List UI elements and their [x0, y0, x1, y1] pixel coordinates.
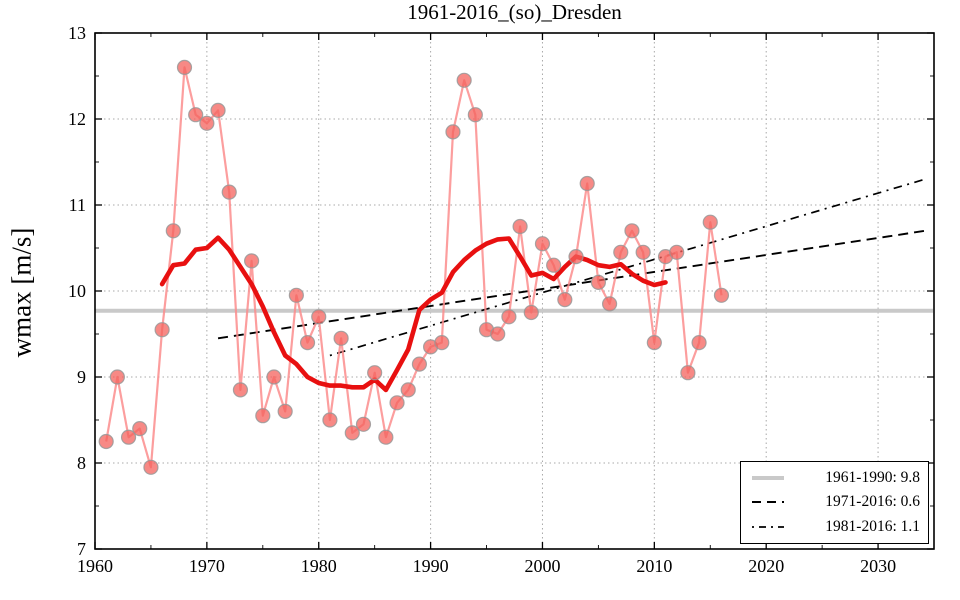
data-point-marker — [635, 244, 651, 260]
data-point-marker — [613, 244, 629, 260]
data-point-marker — [590, 274, 607, 290]
data-point-marker — [322, 412, 338, 428]
data-point-marker — [501, 309, 517, 325]
data-point-marker — [277, 403, 293, 419]
data-point-marker — [188, 107, 204, 123]
legend-label-reference-mean: 1961-1990: 9.8 — [825, 469, 920, 487]
data-point-marker — [109, 369, 125, 385]
legend-box: 1961-1990: 9.8 1971-2016: 0.6 1981-2016:… — [740, 461, 929, 544]
x-tick-label: 2020 — [748, 556, 784, 576]
data-point-marker — [143, 459, 159, 475]
data-point-marker — [601, 296, 618, 312]
data-point-marker — [333, 330, 349, 346]
data-point-marker — [467, 107, 483, 123]
y-tick-label: 9 — [77, 367, 86, 387]
data-point-marker — [456, 72, 472, 88]
data-point-marker — [120, 429, 137, 445]
data-point-marker — [221, 184, 237, 200]
data-point-marker — [355, 416, 372, 432]
data-point-marker — [176, 59, 193, 76]
data-point-marker — [691, 335, 707, 351]
data-point-marker — [624, 223, 640, 239]
data-point-marker — [378, 429, 394, 445]
data-point-marker — [288, 287, 304, 303]
y-tick-label: 12 — [68, 109, 86, 129]
data-point-marker — [232, 382, 249, 398]
legend-sample-dashdot-line — [752, 525, 784, 528]
data-point-marker — [669, 244, 685, 260]
data-point-marker — [154, 322, 170, 338]
data-point-marker — [646, 335, 662, 351]
data-point-marker — [244, 253, 260, 269]
data-point-marker — [266, 369, 282, 385]
data-point-marker — [311, 309, 327, 325]
legend-sample-solid-gray-line — [752, 476, 784, 481]
x-tick-label: 1980 — [301, 556, 337, 576]
data-point-marker — [344, 425, 360, 441]
data-point-marker — [299, 335, 316, 351]
data-point-marker — [546, 257, 562, 273]
legend-item-reference-mean: 1961-1990: 9.8 — [751, 469, 920, 487]
x-tick-label: 1960 — [77, 556, 113, 576]
data-point-marker — [367, 365, 383, 381]
x-tick-label: 2000 — [524, 556, 560, 576]
x-tick-label: 2030 — [860, 556, 896, 576]
x-tick-label: 2010 — [636, 556, 672, 576]
legend-item-trend-1981: 1981-2016: 1.1 — [751, 518, 920, 536]
data-point-marker — [702, 214, 718, 230]
y-tick-label: 7 — [77, 539, 86, 559]
legend-sample-dashed-line — [752, 501, 784, 504]
data-point-marker — [557, 292, 573, 308]
data-point-marker — [534, 236, 551, 252]
data-point-marker — [199, 115, 215, 131]
data-point-marker — [523, 304, 539, 321]
data-point-marker — [411, 356, 428, 372]
legend-label-trend-1981: 1981-2016: 1.1 — [825, 517, 920, 535]
x-tick-label: 1970 — [189, 556, 225, 576]
data-point-marker — [389, 395, 405, 411]
y-tick-label: 11 — [69, 195, 86, 215]
data-point-marker — [210, 102, 226, 119]
chart-title: 1961-2016_(so)_Dresden — [407, 0, 622, 24]
y-tick-label: 8 — [77, 453, 86, 473]
data-point-marker — [132, 421, 148, 437]
legend-item-trend-1971: 1971-2016: 0.6 — [751, 493, 920, 511]
data-point-marker — [680, 365, 696, 381]
data-point-marker — [400, 382, 416, 398]
y-tick-label: 13 — [68, 23, 86, 43]
data-point-marker — [490, 326, 506, 342]
data-point-marker — [579, 175, 595, 192]
data-point-marker — [98, 433, 114, 450]
data-point-marker — [713, 287, 730, 303]
data-point-marker — [434, 335, 450, 351]
legend-label-trend-1971: 1971-2016: 0.6 — [825, 493, 920, 511]
data-point-marker — [512, 218, 528, 235]
data-point-marker — [568, 249, 584, 265]
x-tick-label: 1990 — [413, 556, 449, 576]
y-tick-label: 10 — [68, 281, 86, 301]
data-point-marker — [445, 124, 461, 140]
data-point-marker — [165, 223, 181, 239]
data-point-marker — [255, 408, 271, 424]
